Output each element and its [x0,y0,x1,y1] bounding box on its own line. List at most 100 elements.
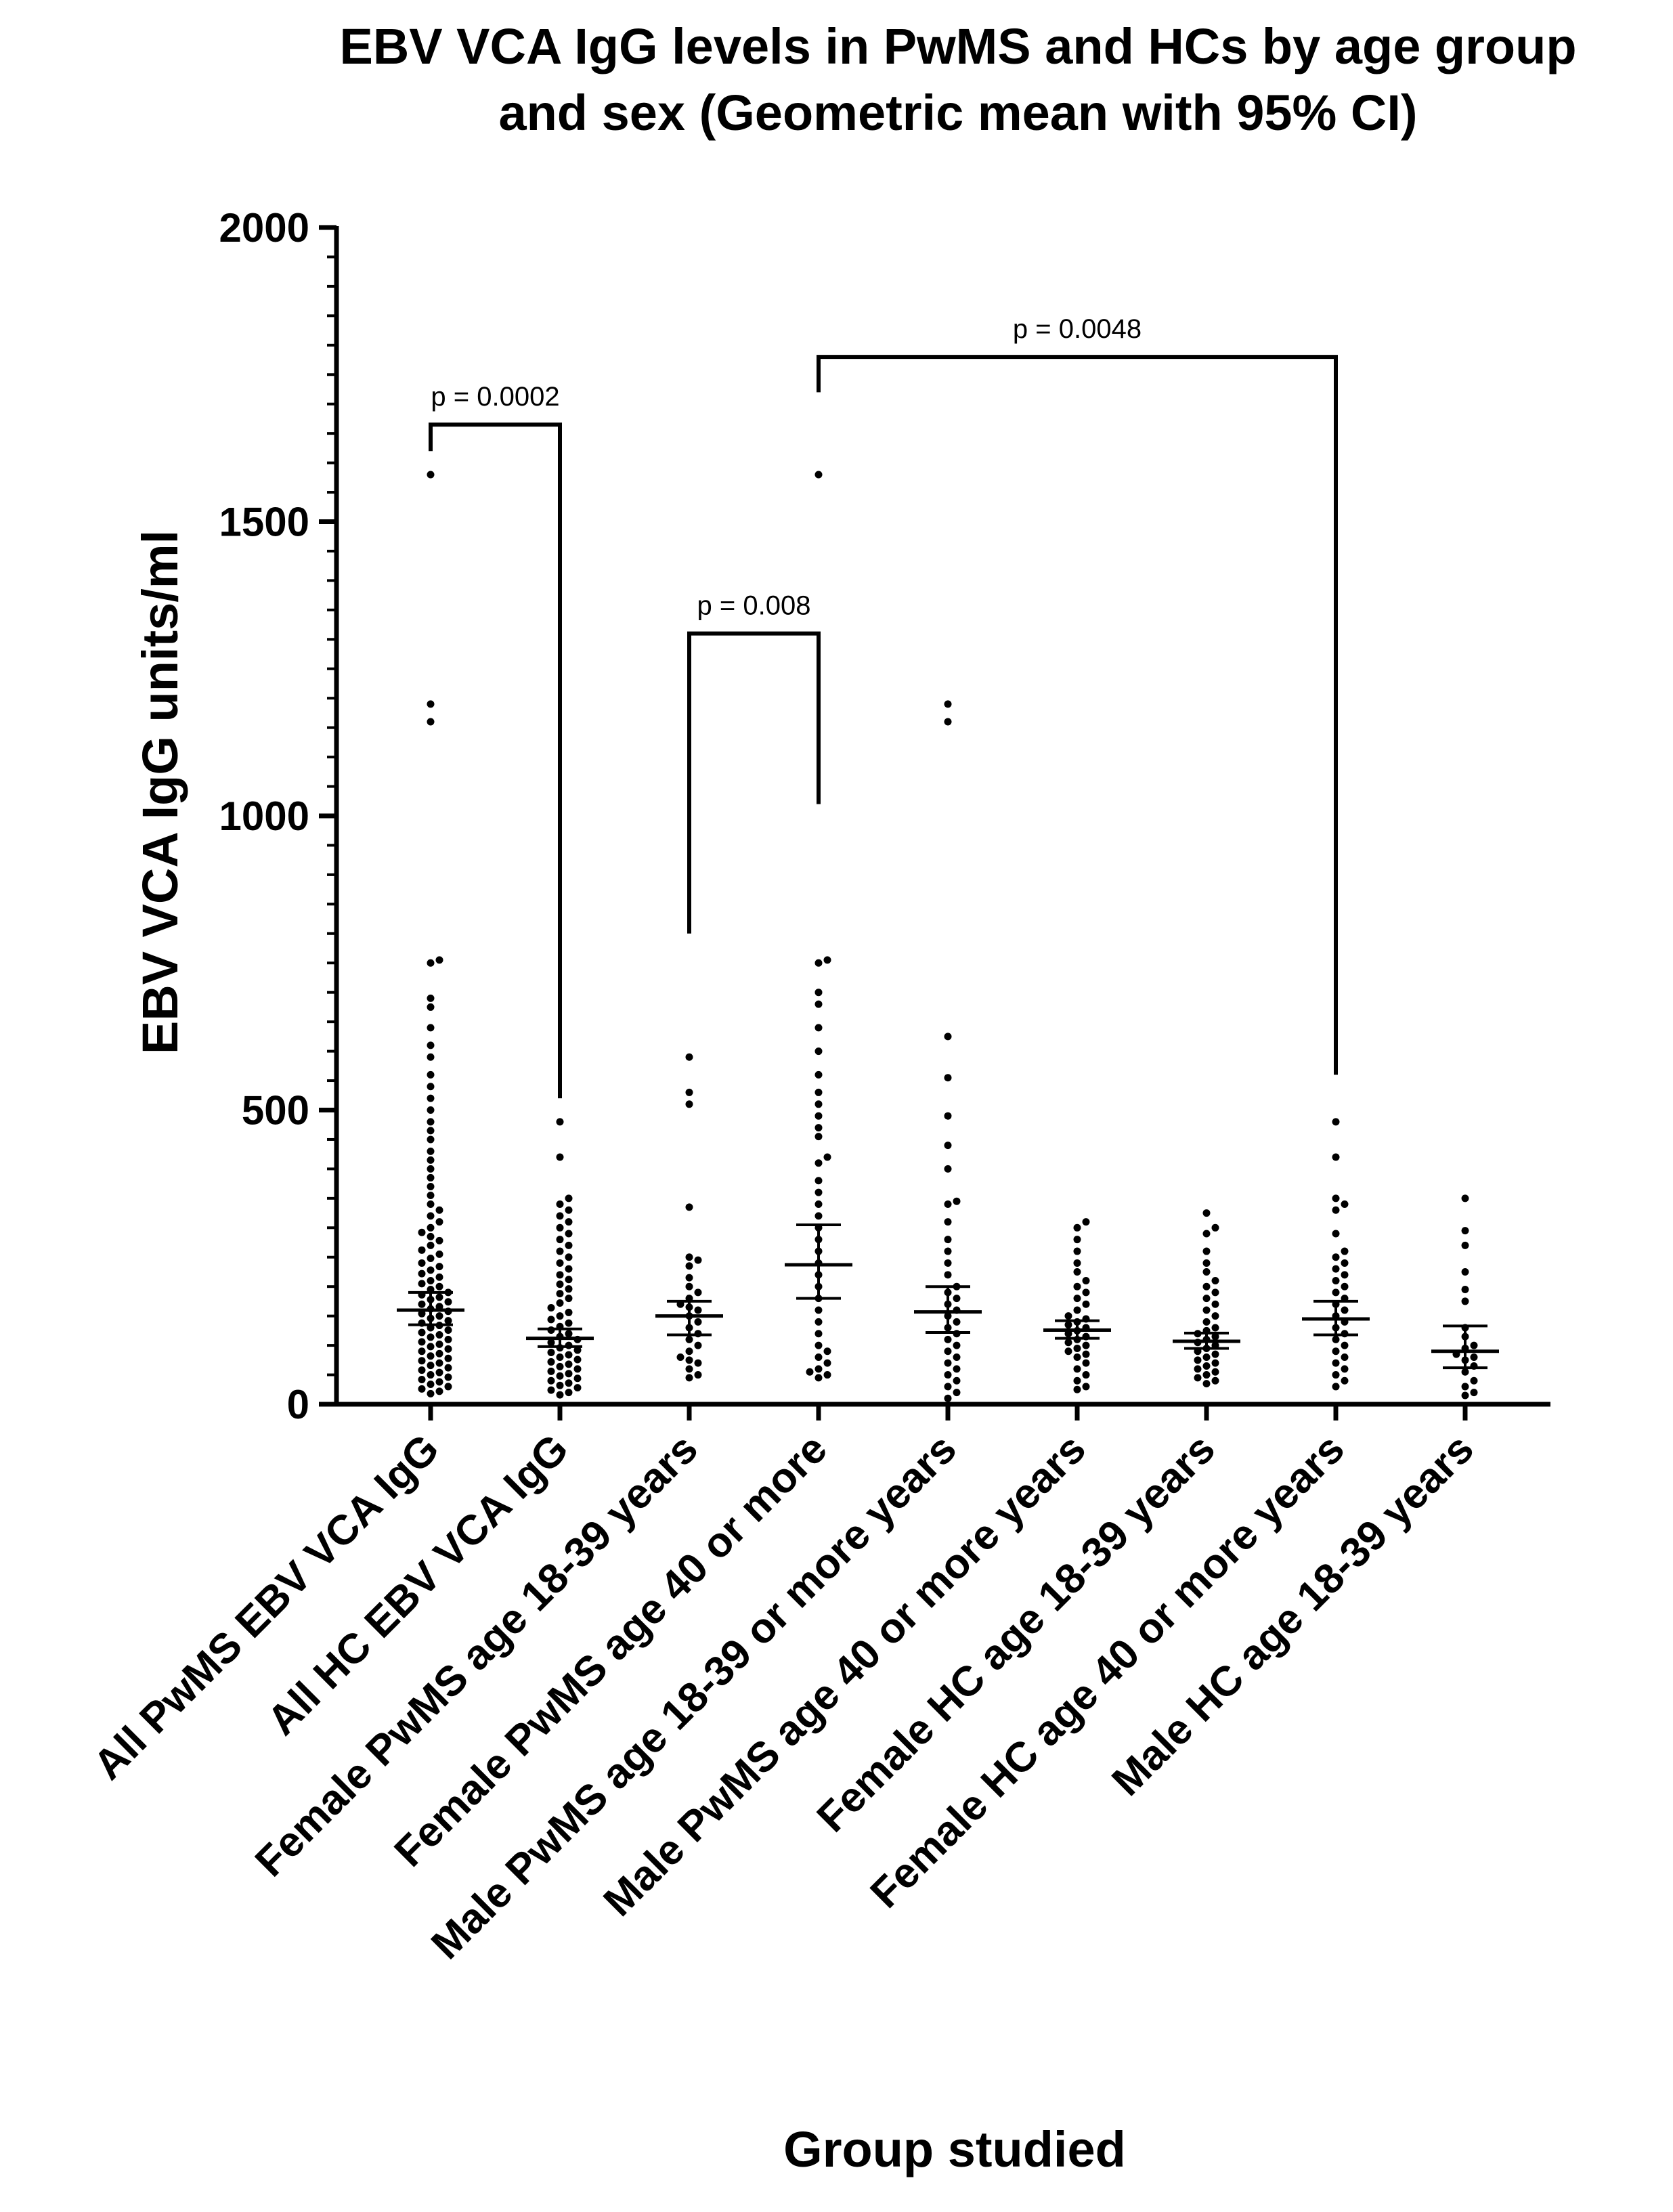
data-point [444,1354,452,1362]
data-point [547,1367,555,1375]
data-point [1073,1282,1081,1291]
data-point [427,1254,435,1262]
data-point [1194,1356,1202,1364]
data-point [1341,1341,1349,1349]
data-point [1211,1277,1219,1285]
data-point [1202,1282,1211,1291]
data-point [1211,1223,1219,1232]
data-point [1332,1253,1340,1261]
data-point [685,1253,693,1261]
p-value-label: p = 0.0048 [1013,314,1142,344]
data-point [1470,1353,1478,1361]
data-point [573,1384,582,1392]
data-point [944,1033,952,1041]
data-point [565,1230,573,1238]
data-point [435,1368,443,1376]
data-point [685,1356,693,1364]
data-point [427,1362,435,1370]
data-point [694,1341,702,1349]
data-point [944,1371,952,1379]
data-point [1341,1247,1349,1255]
data-point [444,1373,452,1381]
data-point [823,1371,831,1379]
data-point [418,1259,426,1267]
data-point [1202,1259,1211,1267]
data-point [565,1218,573,1226]
data-point [944,1074,952,1082]
data-point [435,1378,443,1386]
data-point [547,1358,555,1366]
y-tick-label: 1000 [219,794,309,839]
data-point [556,1381,564,1389]
data-point [1332,1288,1340,1297]
data-point [418,1280,426,1288]
chart-title: EBV VCA IgG levels in PwMS and HCs by ag… [339,18,1576,141]
data-point [556,1200,564,1209]
data-point [435,1340,443,1348]
data-point [1202,1362,1211,1370]
data-point [814,1306,823,1314]
data-point [814,1177,823,1185]
data-point [427,1041,435,1049]
data-point [1064,1321,1072,1329]
data-point [1082,1350,1090,1358]
data-point [1461,1194,1469,1202]
data-point [565,1265,573,1273]
data-point [1332,1383,1340,1391]
data-point [565,1295,573,1303]
data-point [556,1223,564,1232]
data-point [1461,1383,1469,1391]
data-point [435,1312,443,1320]
data-point [814,1374,823,1382]
data-point [444,1298,452,1306]
data-point [435,1349,443,1358]
data-point [1073,1236,1081,1244]
data-point [427,1371,435,1379]
data-point [556,1118,564,1126]
data-point [556,1312,564,1320]
data-point [1202,1230,1211,1238]
data-point [1461,1241,1469,1249]
y-axis-title: EBV VCA IgG units/ml [132,530,188,1054]
data-point [1211,1312,1219,1320]
data-point [1202,1380,1211,1388]
data-point [823,1359,831,1367]
data-point [1082,1359,1090,1367]
data-point [556,1372,564,1380]
data-point [1082,1371,1090,1379]
data-point [418,1366,426,1374]
p-value-label: p = 0.008 [697,591,811,621]
data-point [547,1376,555,1385]
data-point [953,1295,961,1303]
data-point [1332,1335,1340,1343]
data-point [427,1003,435,1011]
data-point [1470,1389,1478,1397]
data-point [418,1300,426,1308]
data-point [694,1371,702,1379]
x-axis-title: Group studied [783,2121,1126,2177]
data-point [1073,1247,1081,1255]
y-tick-label: 0 [287,1382,309,1427]
data-point [565,1276,573,1284]
data-point [1202,1306,1211,1314]
data-point [547,1316,555,1324]
data-point [427,1200,435,1209]
data-point [1073,1385,1081,1393]
data-point [1341,1306,1349,1314]
data-point [418,1228,426,1236]
data-point [953,1376,961,1385]
data-point [1332,1265,1340,1273]
data-point [1073,1295,1081,1303]
data-point [1202,1318,1211,1326]
data-point [685,1335,693,1343]
data-point [1341,1271,1349,1279]
data-point [944,1236,952,1244]
y-tick-label: 500 [242,1088,309,1133]
data-point [1211,1324,1219,1332]
data-point [444,1383,452,1391]
data-point [427,1223,435,1232]
data-point [694,1306,702,1314]
data-point [573,1356,582,1364]
data-point [944,1347,952,1356]
data-point [427,1118,435,1126]
